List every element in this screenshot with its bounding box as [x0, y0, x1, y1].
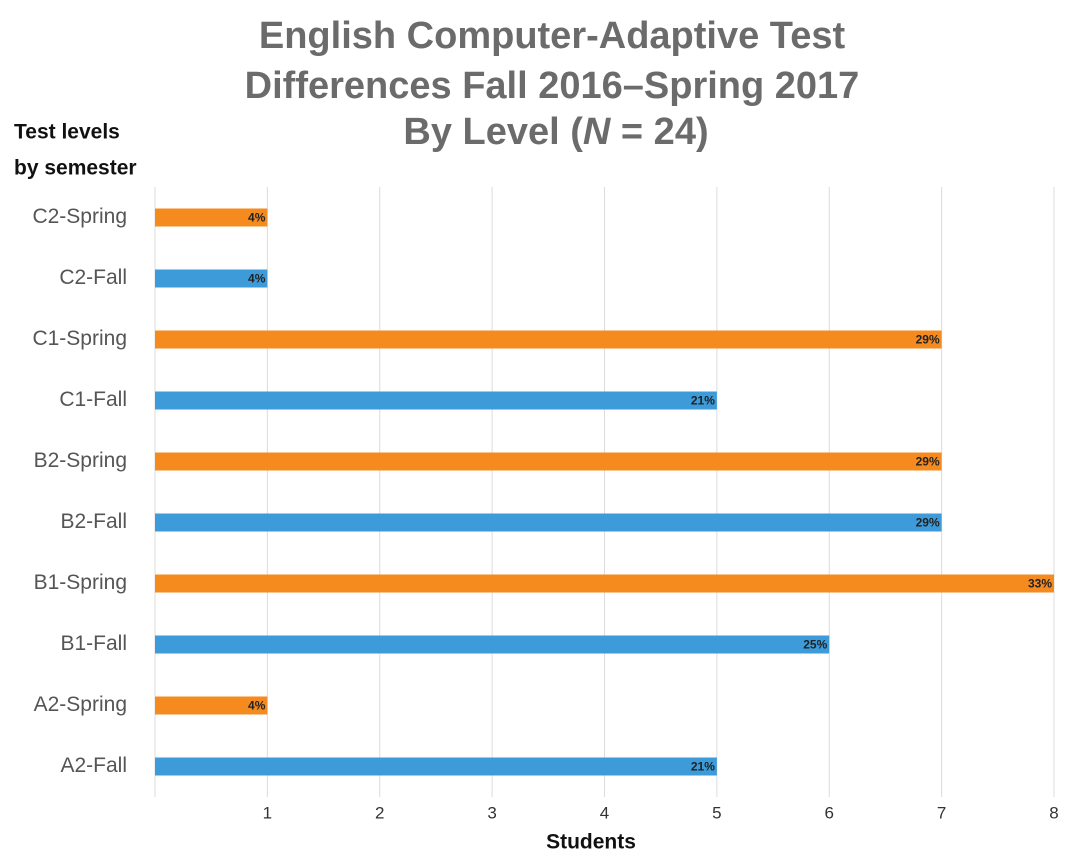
y-tick-label: B2-Spring — [34, 449, 127, 472]
bar-label: 25% — [803, 638, 827, 652]
chart-title: N — [583, 111, 612, 153]
x-tick-label: 1 — [263, 803, 272, 822]
bar — [155, 391, 717, 410]
y-tick-label: A2-Spring — [34, 693, 127, 716]
chart-title: Differences Fall 2016–Spring 2017 — [245, 65, 860, 107]
x-tick-label: 2 — [375, 803, 384, 822]
bar — [155, 757, 717, 776]
bar — [155, 452, 942, 471]
bar-label: 4% — [248, 699, 266, 713]
chart-title: English Computer-Adaptive Test — [259, 15, 846, 57]
y-axis-label: by semester — [14, 157, 137, 180]
bar-label: 4% — [248, 272, 266, 286]
bar — [155, 208, 268, 227]
y-tick-label: B1-Fall — [60, 632, 127, 655]
y-tick-label: B2-Fall — [60, 510, 127, 533]
y-tick-label: C1-Spring — [32, 327, 127, 350]
bar — [155, 635, 830, 654]
bar — [155, 269, 268, 288]
y-tick-label: C2-Spring — [32, 205, 127, 228]
bar-label: 21% — [691, 394, 715, 408]
bar — [155, 574, 1054, 593]
x-tick-label: 3 — [487, 803, 496, 822]
bar-label: 29% — [916, 333, 940, 347]
bar-label: 33% — [1028, 577, 1052, 591]
bar-label: 29% — [916, 455, 940, 469]
x-tick-label: 5 — [712, 803, 721, 822]
x-tick-label: 7 — [937, 803, 946, 822]
y-tick-label: B1-Spring — [34, 571, 127, 594]
bar — [155, 513, 942, 532]
y-tick-label: C1-Fall — [59, 388, 127, 411]
chart-title: By Level ( — [403, 111, 583, 153]
y-tick-label: A2-Fall — [60, 754, 127, 777]
bar — [155, 696, 268, 715]
y-axis-label: Test levels — [14, 121, 120, 144]
y-tick-label: C2-Fall — [59, 266, 127, 289]
chart-title: = 24) — [610, 111, 708, 153]
bar-label: 4% — [248, 211, 266, 225]
bar-label: 21% — [691, 760, 715, 774]
bar-label: 29% — [916, 516, 940, 530]
bar — [155, 330, 942, 349]
x-tick-label: 8 — [1049, 803, 1058, 822]
x-tick-label: 4 — [600, 803, 609, 822]
chart-title: By Level (N = 24) — [403, 111, 708, 153]
x-tick-label: 6 — [825, 803, 834, 822]
x-axis-label: Students — [546, 831, 636, 852]
